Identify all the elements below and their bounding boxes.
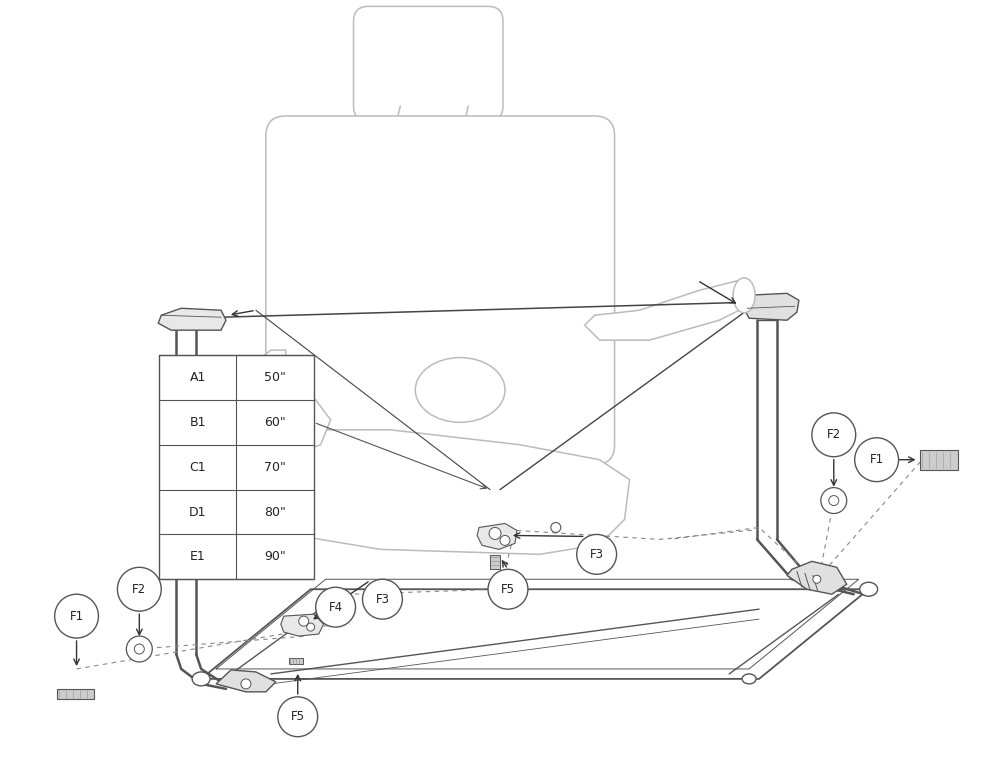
Ellipse shape [860,582,878,596]
Text: F3: F3 [590,548,604,561]
Circle shape [577,534,617,575]
Polygon shape [585,280,754,340]
Circle shape [488,569,528,610]
Text: 50": 50" [264,371,286,384]
Text: F1: F1 [69,610,84,622]
Text: 80": 80" [264,505,286,518]
Ellipse shape [742,674,756,684]
Text: F5: F5 [291,711,305,724]
Circle shape [551,522,561,533]
FancyBboxPatch shape [354,6,503,121]
Circle shape [855,438,899,482]
Ellipse shape [192,672,210,686]
Text: F1: F1 [870,453,884,466]
Circle shape [307,623,315,631]
Circle shape [813,575,821,583]
Circle shape [241,679,251,689]
Text: 60": 60" [264,416,286,429]
Circle shape [829,496,839,505]
Text: F2: F2 [132,583,146,596]
Polygon shape [241,350,331,454]
Text: A1: A1 [190,371,206,384]
Circle shape [821,488,847,514]
Circle shape [134,644,144,654]
Text: F4: F4 [329,600,343,613]
Text: F2: F2 [827,429,841,442]
Text: 70": 70" [264,461,286,473]
Circle shape [126,636,152,662]
Bar [159,355,314,579]
Polygon shape [787,562,847,594]
Polygon shape [477,524,517,549]
Text: F3: F3 [375,593,389,606]
Polygon shape [216,670,276,692]
Polygon shape [289,658,303,664]
Circle shape [55,594,98,638]
Text: B1: B1 [190,416,206,429]
Polygon shape [253,430,630,554]
Circle shape [117,567,161,611]
FancyBboxPatch shape [266,116,615,464]
Polygon shape [158,309,226,330]
Ellipse shape [733,278,755,313]
Polygon shape [57,689,94,699]
Circle shape [500,536,510,546]
Polygon shape [742,293,799,320]
Polygon shape [490,556,500,569]
Text: D1: D1 [189,505,207,518]
Ellipse shape [282,399,310,441]
Circle shape [812,413,856,457]
Text: C1: C1 [190,461,206,473]
Circle shape [363,579,402,619]
Circle shape [299,616,309,626]
Text: E1: E1 [190,550,206,563]
Text: 90": 90" [264,550,286,563]
Text: F5: F5 [501,583,515,596]
Polygon shape [920,450,958,470]
Polygon shape [281,614,324,636]
Circle shape [278,697,318,736]
Ellipse shape [415,358,505,423]
Circle shape [489,527,501,540]
Circle shape [316,587,356,627]
